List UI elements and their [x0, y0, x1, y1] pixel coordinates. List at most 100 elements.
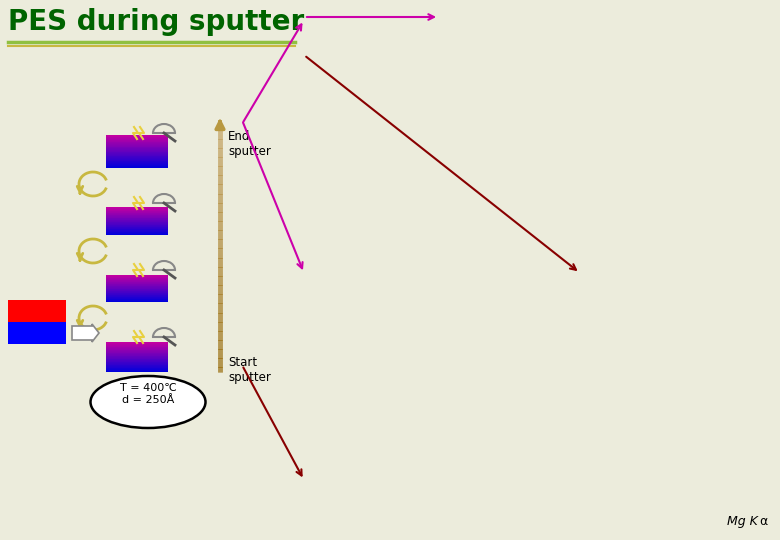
Bar	[106, 142, 168, 143]
Bar	[106, 281, 168, 282]
Bar	[106, 229, 168, 230]
Bar	[106, 153, 168, 154]
Bar	[106, 206, 168, 208]
Bar	[106, 354, 168, 355]
Bar	[106, 150, 168, 152]
FancyArrow shape	[72, 324, 99, 342]
Bar	[106, 345, 168, 346]
Bar	[106, 279, 168, 280]
Bar	[106, 348, 168, 349]
Bar	[106, 276, 168, 278]
Bar	[668, 345, 695, 363]
Bar	[106, 349, 168, 350]
Bar	[106, 370, 168, 372]
Bar	[106, 224, 168, 225]
Bar	[106, 293, 168, 294]
Bar	[106, 212, 168, 213]
Bar	[106, 138, 168, 139]
Bar	[106, 281, 168, 282]
Bar	[106, 150, 168, 151]
Bar	[668, 151, 695, 170]
Bar	[106, 140, 168, 141]
Bar	[106, 341, 168, 343]
Bar	[106, 148, 168, 150]
Bar	[106, 161, 168, 162]
Bar	[106, 213, 168, 214]
Bar	[106, 210, 168, 211]
Text: as-grown: as-grown	[699, 477, 738, 486]
Bar	[106, 164, 168, 166]
Bar	[106, 156, 168, 157]
Bar	[106, 222, 168, 223]
Bar	[106, 368, 168, 369]
Bar	[106, 215, 168, 217]
Bar	[106, 367, 168, 368]
Bar	[106, 277, 168, 279]
Bar	[106, 153, 168, 155]
Bar	[106, 350, 168, 352]
Bar	[668, 473, 695, 492]
Bar	[106, 217, 168, 218]
Bar	[106, 225, 168, 227]
Text: 330: 330	[699, 123, 715, 131]
Bar	[106, 292, 168, 293]
Text: 25 min: 25 min	[699, 444, 729, 454]
Text: 230: 230	[699, 187, 715, 196]
Bar	[106, 282, 168, 283]
Bar	[106, 141, 168, 143]
Bar	[106, 284, 168, 285]
Bar	[106, 287, 168, 288]
Bar	[106, 346, 168, 347]
Bar	[106, 227, 168, 229]
Text: Mg K: Mg K	[727, 515, 758, 528]
Bar	[106, 224, 168, 225]
Bar	[106, 348, 168, 349]
Bar	[106, 289, 168, 291]
Bar	[106, 219, 168, 220]
Bar	[106, 350, 168, 351]
Y-axis label: Intensity (arbitrary units): Intensity (arbitrary units)	[292, 326, 301, 457]
Bar	[106, 297, 168, 298]
Bar	[106, 220, 168, 222]
Bar	[106, 221, 168, 222]
Bar	[106, 358, 168, 359]
Bar	[106, 155, 168, 157]
Text: 450: 450	[699, 58, 715, 67]
Bar	[106, 220, 168, 221]
Text: 270: 270	[699, 154, 715, 164]
Bar	[106, 284, 168, 285]
Text: T = 400℃
d = 250Å: T = 400℃ d = 250Å	[119, 383, 176, 405]
Bar	[668, 55, 695, 73]
Text: P $2p$: P $2p$	[335, 254, 359, 268]
Bar	[668, 376, 695, 396]
Bar	[106, 215, 168, 216]
Bar	[106, 275, 168, 276]
Text: α: α	[759, 515, 768, 528]
Bar	[106, 274, 168, 276]
Bar	[106, 214, 168, 215]
Bar	[106, 285, 168, 287]
Bar	[668, 312, 695, 331]
Bar	[106, 166, 168, 167]
Bar	[106, 226, 168, 227]
Bar	[106, 146, 168, 147]
Bar	[668, 22, 695, 41]
Bar	[106, 287, 168, 288]
Bar	[106, 228, 168, 230]
Bar	[106, 357, 168, 359]
Bar	[106, 164, 168, 165]
Bar	[106, 299, 168, 300]
Bar	[106, 137, 168, 138]
Bar	[106, 158, 168, 160]
Bar	[106, 282, 168, 284]
Bar	[106, 159, 168, 160]
Bar	[106, 143, 168, 144]
Bar	[106, 278, 168, 279]
Bar	[106, 233, 168, 234]
Bar	[106, 144, 168, 146]
Bar	[106, 276, 168, 277]
Bar	[106, 364, 168, 366]
Bar	[106, 231, 168, 232]
Bar	[106, 356, 168, 357]
Bar	[106, 211, 168, 213]
